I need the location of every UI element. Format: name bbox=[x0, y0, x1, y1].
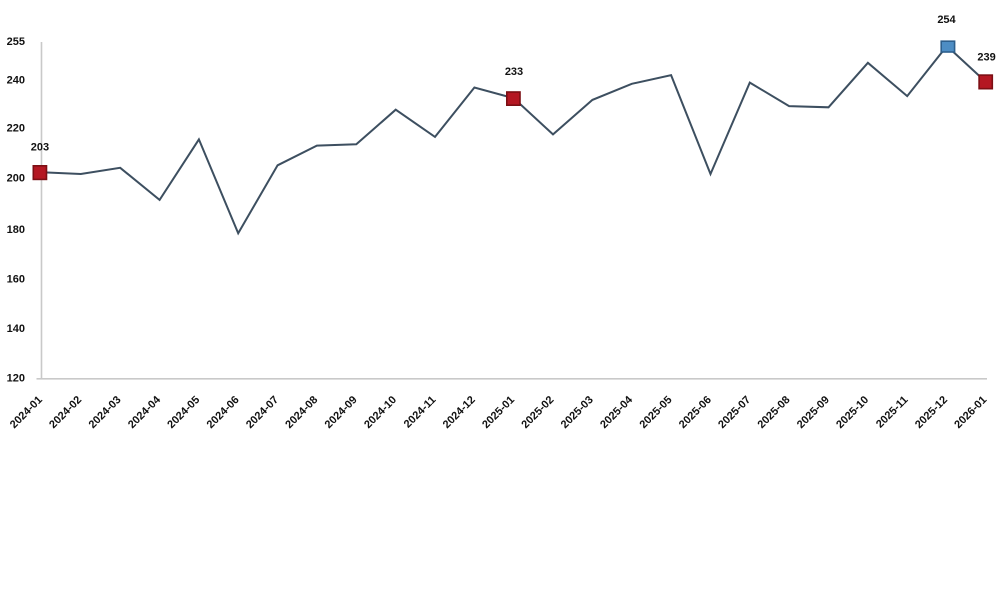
svg-text:255: 255 bbox=[7, 36, 25, 48]
svg-text:200: 200 bbox=[7, 172, 25, 184]
svg-text:120: 120 bbox=[7, 372, 25, 384]
svg-text:239: 239 bbox=[977, 52, 995, 64]
svg-text:180: 180 bbox=[7, 224, 25, 236]
svg-text:140: 140 bbox=[7, 323, 25, 335]
svg-text:203: 203 bbox=[31, 142, 49, 154]
svg-text:160: 160 bbox=[7, 274, 25, 286]
svg-text:220: 220 bbox=[7, 123, 25, 135]
svg-text:233: 233 bbox=[505, 66, 523, 78]
svg-text:254: 254 bbox=[937, 14, 956, 26]
svg-text:240: 240 bbox=[7, 74, 25, 86]
